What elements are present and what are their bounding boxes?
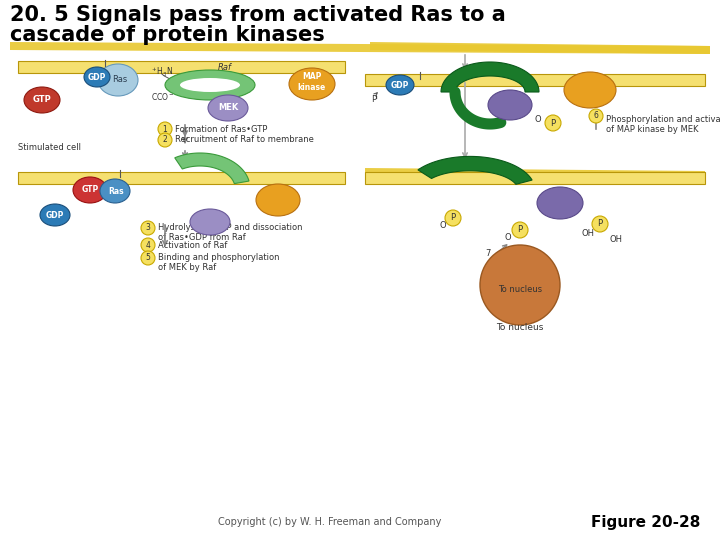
Polygon shape [418, 157, 532, 184]
Text: 20. 5 Signals pass from activated Ras to a: 20. 5 Signals pass from activated Ras to… [10, 5, 505, 25]
Text: 3: 3 [145, 224, 150, 233]
Circle shape [158, 133, 172, 147]
Ellipse shape [386, 75, 414, 95]
Text: 4: 4 [145, 240, 150, 249]
Text: of MEK by Raf: of MEK by Raf [158, 262, 216, 272]
Text: of MAP kinase by MEK: of MAP kinase by MEK [606, 125, 698, 133]
Circle shape [589, 109, 603, 123]
Circle shape [141, 221, 155, 235]
Text: MEK: MEK [218, 104, 238, 112]
Text: MAP
kinase: MAP kinase [298, 72, 326, 92]
Text: GDP: GDP [46, 211, 64, 219]
Circle shape [158, 122, 172, 136]
Text: GTP: GTP [32, 96, 51, 105]
Text: Raf: Raf [218, 63, 232, 71]
Polygon shape [175, 153, 249, 184]
Ellipse shape [488, 90, 532, 120]
Bar [365, 74, 705, 86]
Text: To nucleus: To nucleus [496, 323, 544, 333]
Ellipse shape [256, 184, 300, 216]
Text: cascade of protein kinases: cascade of protein kinases [10, 25, 325, 45]
Text: Binding and phosphorylation: Binding and phosphorylation [158, 253, 279, 262]
Text: Stimulated cell: Stimulated cell [18, 143, 81, 152]
Text: P: P [550, 118, 556, 127]
Ellipse shape [73, 177, 107, 203]
Text: CCO$^-$: CCO$^-$ [151, 91, 175, 103]
Ellipse shape [24, 87, 60, 113]
Circle shape [480, 245, 560, 325]
Text: O: O [535, 116, 541, 125]
Text: GDP: GDP [88, 72, 106, 82]
Ellipse shape [289, 68, 335, 100]
Circle shape [592, 216, 608, 232]
Ellipse shape [564, 72, 616, 108]
Text: GTP: GTP [81, 186, 99, 194]
Text: Phosphorylation and activation: Phosphorylation and activation [606, 116, 720, 125]
Ellipse shape [84, 67, 110, 87]
Polygon shape [10, 42, 710, 54]
Text: 6: 6 [593, 111, 598, 120]
Ellipse shape [208, 95, 248, 121]
Text: Figure 20-28: Figure 20-28 [590, 515, 700, 530]
Text: O: O [505, 233, 511, 241]
Text: Recruitment of Raf to membrane: Recruitment of Raf to membrane [175, 136, 314, 145]
Ellipse shape [537, 187, 583, 219]
Circle shape [512, 222, 528, 238]
Bar [18, 172, 345, 184]
Text: 1: 1 [163, 125, 167, 133]
Text: Ras: Ras [108, 186, 124, 195]
Polygon shape [370, 42, 710, 54]
Polygon shape [441, 62, 539, 92]
Bar [18, 61, 345, 73]
Text: O: O [440, 220, 446, 230]
Polygon shape [365, 168, 705, 179]
Ellipse shape [98, 64, 138, 96]
Text: of Ras•GDP from Raf: of Ras•GDP from Raf [158, 233, 246, 241]
Text: Ras: Ras [112, 76, 127, 84]
Ellipse shape [100, 179, 130, 203]
Circle shape [141, 238, 155, 252]
Ellipse shape [40, 204, 70, 226]
Text: Pᴵ: Pᴵ [371, 96, 377, 105]
Text: OH: OH [610, 235, 623, 245]
Text: Formation of Ras•GTP: Formation of Ras•GTP [175, 125, 267, 133]
Circle shape [445, 210, 461, 226]
Text: P: P [451, 213, 456, 222]
Bar [365, 172, 705, 184]
Text: 2: 2 [163, 136, 167, 145]
Ellipse shape [180, 78, 240, 92]
Circle shape [545, 115, 561, 131]
Circle shape [141, 251, 155, 265]
Text: GDP: GDP [391, 80, 409, 90]
Text: To nucleus: To nucleus [498, 286, 542, 294]
Text: Copyright (c) by W. H. Freeman and Company: Copyright (c) by W. H. Freeman and Compa… [218, 517, 441, 527]
Text: P: P [598, 219, 603, 228]
Ellipse shape [190, 209, 230, 235]
Text: Activation of Raf: Activation of Raf [158, 240, 228, 249]
Text: OH: OH [582, 230, 595, 239]
Ellipse shape [165, 70, 255, 100]
Text: P: P [518, 226, 523, 234]
Text: 5: 5 [145, 253, 150, 262]
Text: 7: 7 [485, 248, 491, 258]
Text: $^+$H$_3$N: $^+$H$_3$N [150, 65, 174, 79]
Text: Hydrolysis of GTP and dissociation: Hydrolysis of GTP and dissociation [158, 224, 302, 233]
